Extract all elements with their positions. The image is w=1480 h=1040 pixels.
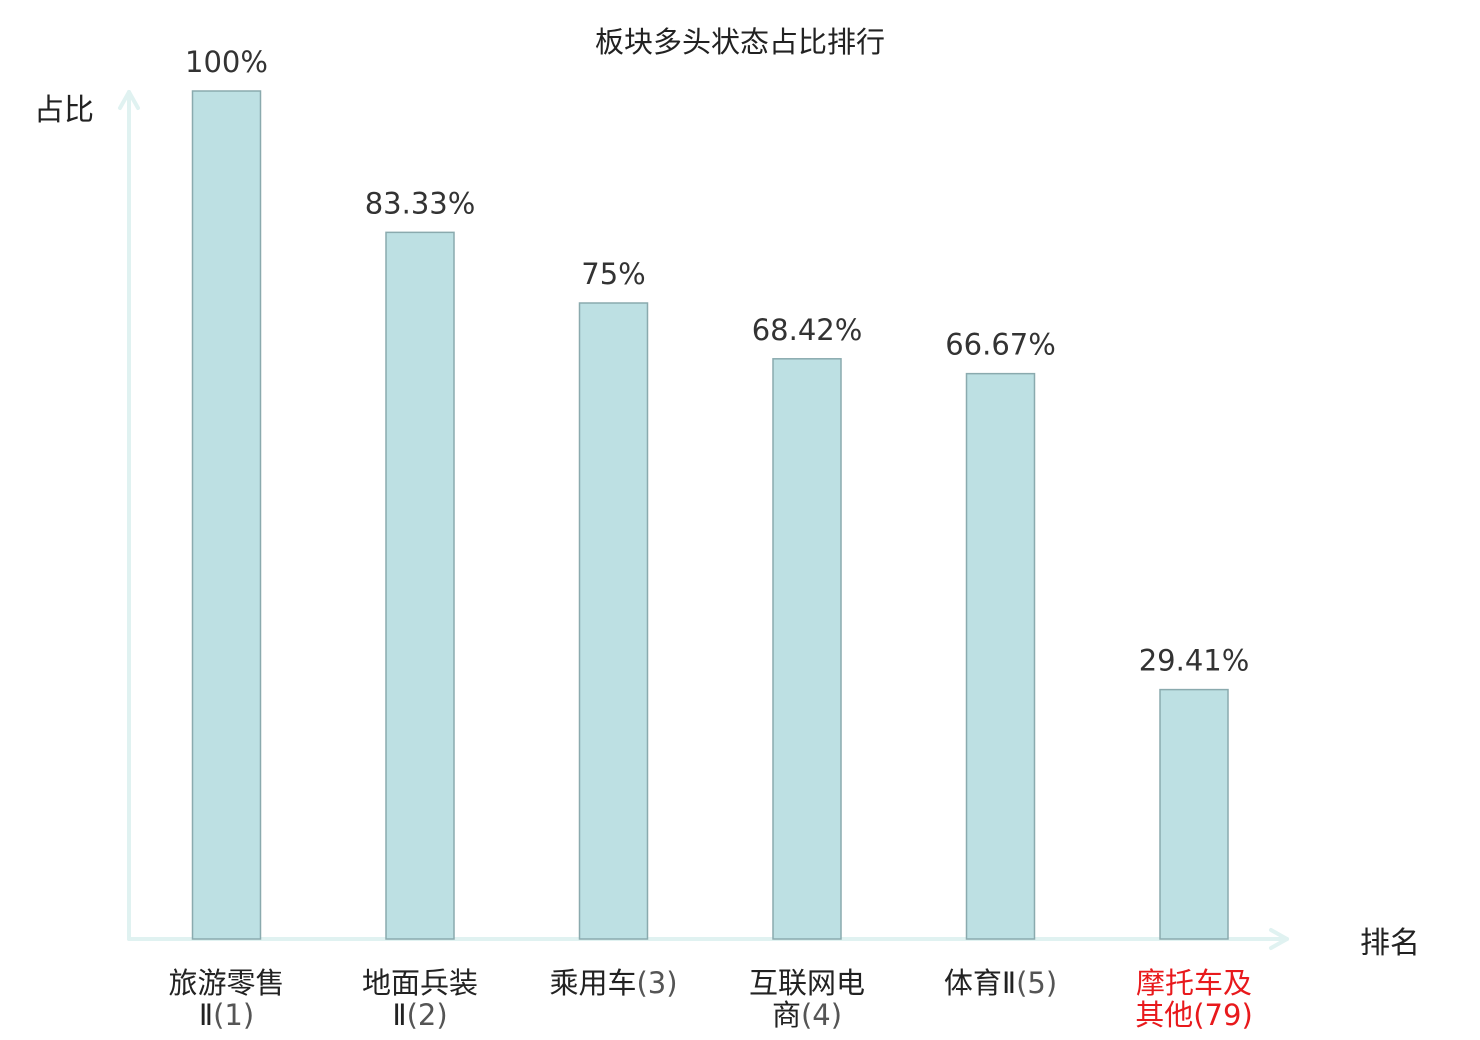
x-tick-label: 商(4) <box>772 998 842 1032</box>
bar <box>385 231 455 940</box>
x-tick-label: Ⅱ(1) <box>199 998 254 1032</box>
x-tick-label: 摩托车及 <box>1136 966 1252 1000</box>
x-tick-label: 互联网电 <box>749 966 865 1000</box>
x-tick-label: 旅游零售 <box>168 966 284 1000</box>
data-label: 83.33% <box>365 186 476 220</box>
chart-title: 板块多头状态占比排行 <box>595 25 885 59</box>
data-label: 68.42% <box>752 313 863 347</box>
bar <box>1159 688 1229 940</box>
x-axis-label: 排名 <box>1360 926 1420 961</box>
bars <box>191 90 1229 940</box>
x-tick-label: 乘用车(3) <box>549 966 677 1000</box>
x-axis-arrow <box>1269 928 1289 950</box>
bar <box>772 358 842 940</box>
data-label: 66.67% <box>945 328 1056 362</box>
x-tick-label: 其他(79) <box>1135 998 1253 1032</box>
bar <box>578 302 649 940</box>
x-tick-label: Ⅱ(2) <box>392 998 447 1032</box>
x-tick-label: 体育Ⅱ(5) <box>944 966 1057 1000</box>
x-tick-label: 地面兵装 <box>362 966 478 1000</box>
data-label: 100% <box>185 45 268 79</box>
y-axis-label: 占比 <box>34 93 94 128</box>
axes <box>118 90 1289 950</box>
bar <box>965 372 1036 940</box>
value-labels: 100% 83.33% 75% 68.42% 66.67% 29.41% <box>185 45 1249 678</box>
data-label: 29.41% <box>1139 644 1250 678</box>
data-label: 75% <box>581 257 645 291</box>
bar <box>191 90 262 940</box>
y-axis-arrow <box>118 90 140 110</box>
